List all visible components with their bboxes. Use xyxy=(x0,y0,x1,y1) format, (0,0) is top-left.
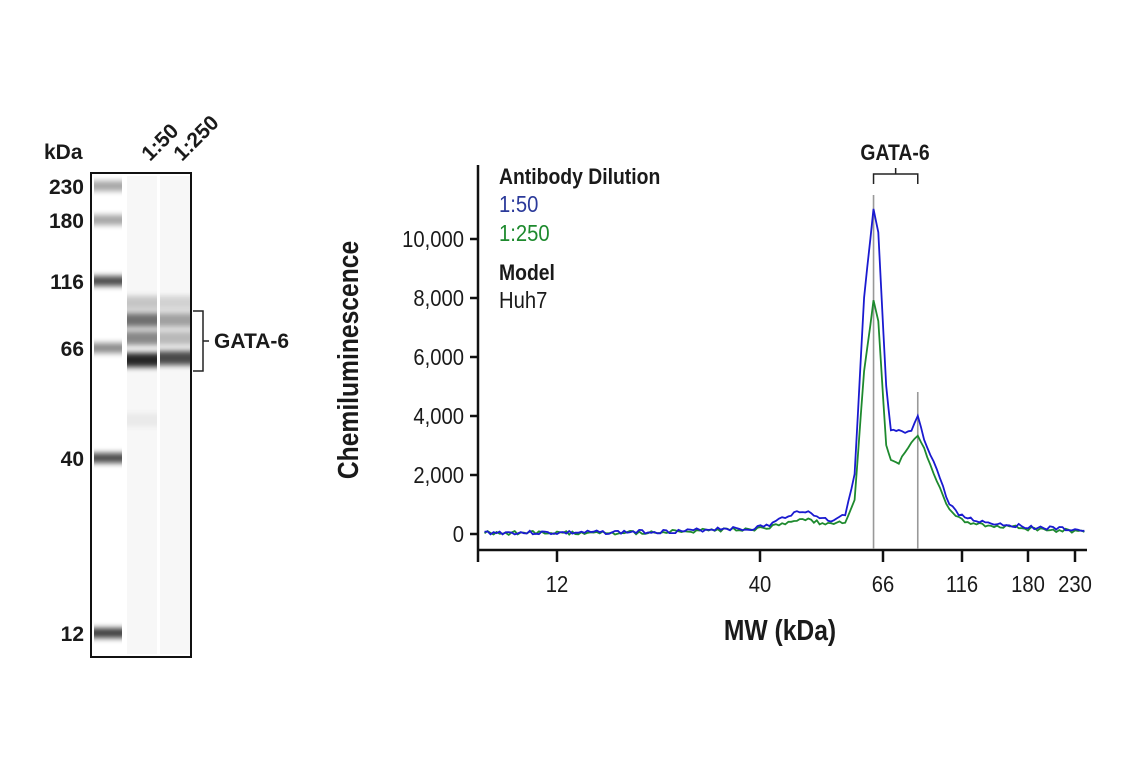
gel-frame xyxy=(90,172,192,658)
peak-annotation-label: GATA-6 xyxy=(860,141,929,165)
peak-bracket xyxy=(872,168,919,184)
marker-label: 12 xyxy=(61,623,84,646)
gel-bands xyxy=(94,176,190,654)
gel-target-bracket xyxy=(193,310,209,372)
y-tick-label: 2,000 xyxy=(413,462,464,489)
legend-model-heading: Model xyxy=(499,261,555,285)
marker-label: 66 xyxy=(61,338,84,361)
y-tick-label: 10,000 xyxy=(402,226,464,253)
sample-band xyxy=(127,413,157,427)
sample-band xyxy=(127,313,157,327)
marker-labels: 230 180 116 66 40 12 xyxy=(49,176,84,646)
sample-band xyxy=(160,296,190,310)
legend-heading: Antibody Dilution xyxy=(499,165,660,189)
gel-unit-label: kDa xyxy=(44,141,83,164)
sample-band xyxy=(160,351,190,365)
ladder-band xyxy=(94,343,122,353)
x-tick-label: 230 xyxy=(1058,571,1092,598)
legend: Antibody Dilution 1:50 1:250 Model Huh7 xyxy=(499,165,660,313)
ladder-band xyxy=(94,181,122,191)
ladder-band xyxy=(94,215,122,225)
sample-band xyxy=(160,313,190,327)
legend-entry-1-250: 1:250 xyxy=(499,220,550,247)
x-tick-label: 40 xyxy=(749,571,772,598)
series-line-1-50 xyxy=(484,208,1085,536)
sample-band xyxy=(127,353,157,367)
x-tick-label: 12 xyxy=(546,571,569,598)
legend-model-value: Huh7 xyxy=(499,287,547,314)
sample-band xyxy=(127,331,157,345)
y-tick-label: 8,000 xyxy=(413,285,464,312)
y-tick-label: 4,000 xyxy=(413,403,464,430)
legend-entry-1-50: 1:50 xyxy=(499,191,538,218)
sample-band xyxy=(127,296,157,310)
peak-marker-lines xyxy=(872,195,919,549)
x-ticks: 12 40 66 116 180 230 xyxy=(476,550,1092,598)
ladder-band xyxy=(94,276,122,286)
x-axis-label: MW (kDa) xyxy=(724,614,836,646)
gel-target-label: GATA-6 xyxy=(214,330,289,353)
sample-lane xyxy=(160,176,190,654)
series-lines xyxy=(483,208,1085,537)
y-tick-label: 6,000 xyxy=(413,344,464,371)
x-tick-label: 66 xyxy=(872,571,895,598)
ladder-band xyxy=(94,628,122,638)
marker-label: 40 xyxy=(61,448,84,471)
marker-label: 180 xyxy=(49,210,84,233)
sample-band xyxy=(160,331,190,345)
series-line-1-250 xyxy=(483,299,1085,537)
ladder-band xyxy=(94,453,122,463)
y-axis-label: Chemiluminescence xyxy=(332,241,364,479)
x-tick-label: 116 xyxy=(946,571,978,598)
y-ticks: 0 2,000 4,000 6,000 8,000 10,000 xyxy=(402,226,478,548)
y-tick-label: 0 xyxy=(453,521,464,548)
chart-panel: 0 2,000 4,000 6,000 8,000 10,000 12 40 66 116 180… xyxy=(332,141,1092,647)
marker-label: 230 xyxy=(49,176,84,199)
x-tick-label: 180 xyxy=(1011,571,1045,598)
marker-label: 116 xyxy=(50,271,84,294)
